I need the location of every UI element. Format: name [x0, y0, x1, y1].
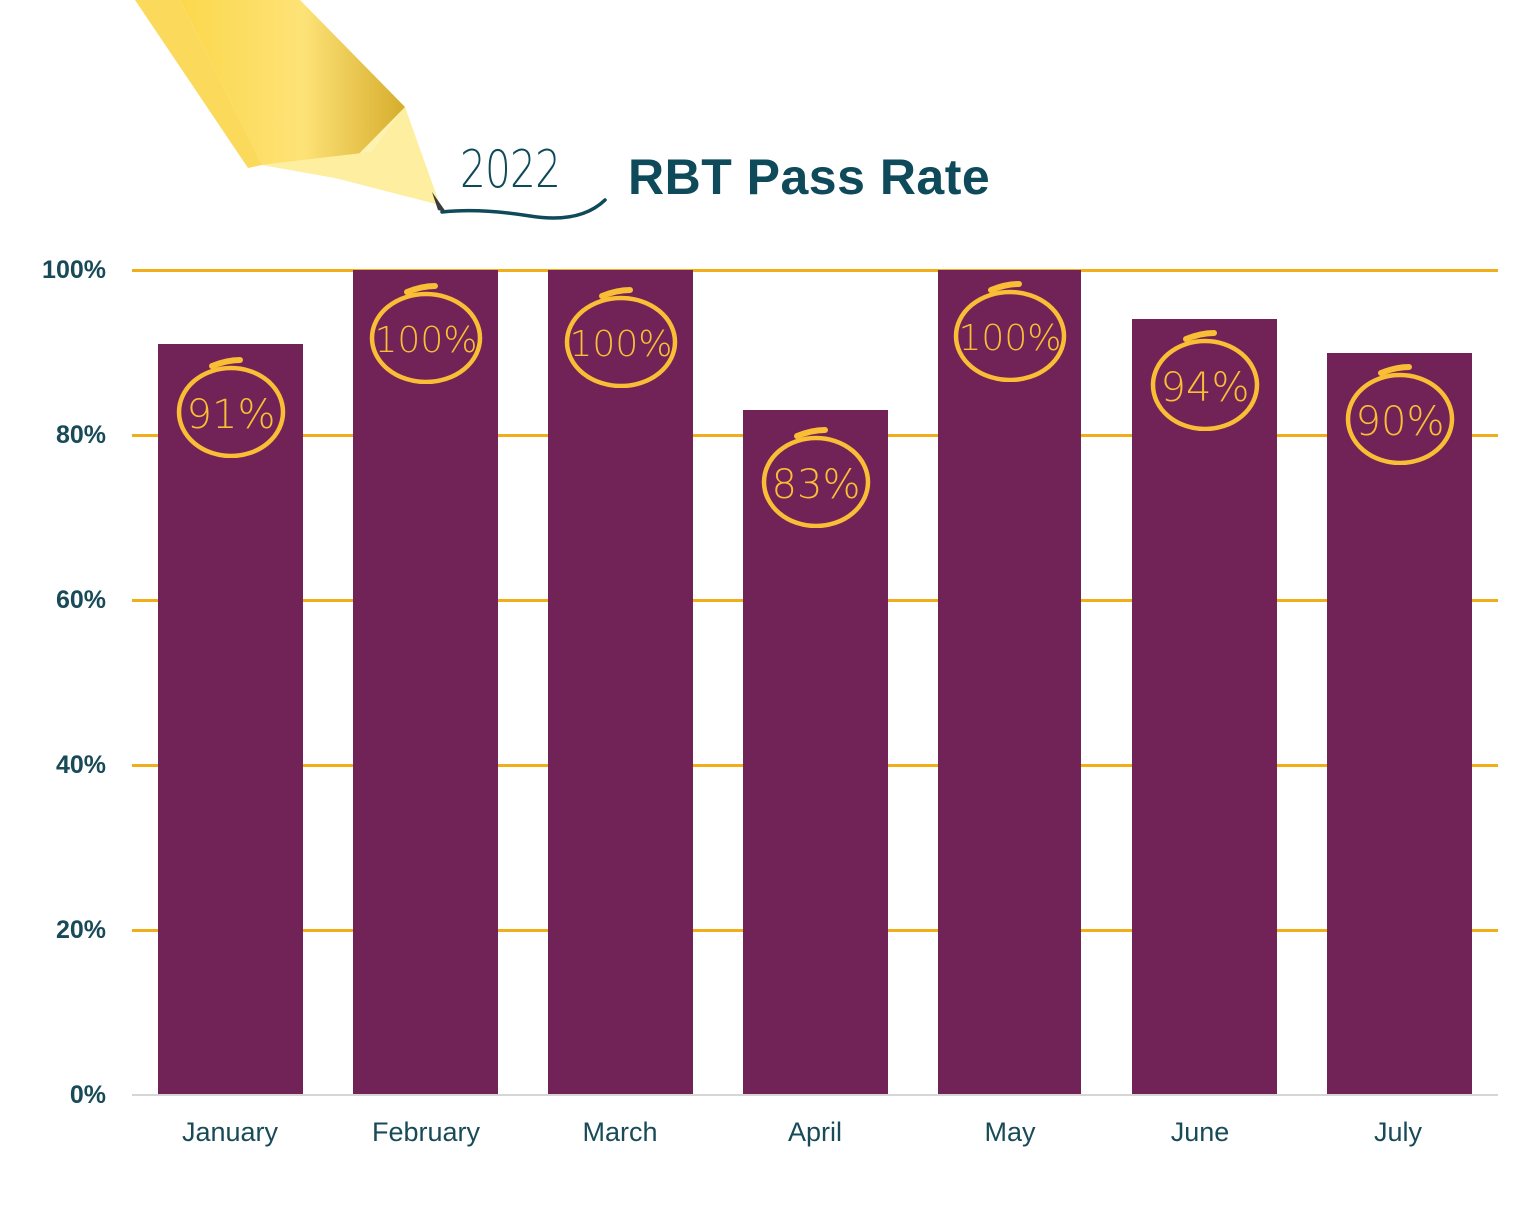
bar-july: 90%: [1327, 353, 1472, 1094]
y-tick-0: 0%: [69, 1081, 106, 1109]
svg-text:90%: 90%: [1355, 399, 1444, 445]
svg-text:91%: 91%: [186, 392, 275, 438]
bar-may: 100%: [938, 270, 1081, 1094]
y-tick-40: 40%: [55, 751, 106, 779]
chart-title-year: 2022: [460, 140, 561, 200]
data-label-circle-icon: 94%: [1150, 330, 1259, 431]
data-label-circle-icon: 90%: [1345, 364, 1454, 465]
svg-text:100%: 100%: [374, 320, 477, 361]
x-label-march: March: [582, 1117, 658, 1147]
y-tick-60: 60%: [55, 586, 106, 614]
data-label-circle-icon: 91%: [176, 357, 285, 458]
x-label-may: May: [984, 1117, 1036, 1147]
bar-april: 83%: [743, 410, 888, 1094]
data-label-circle-icon: 100%: [564, 287, 677, 388]
bar-june: 94%: [1132, 319, 1277, 1094]
bar-march: 100%: [548, 270, 693, 1094]
chart-title-text: RBT Pass Rate: [628, 149, 991, 205]
y-tick-20: 20%: [55, 916, 106, 944]
y-tick-80: 80%: [55, 421, 106, 449]
x-label-june: June: [1170, 1117, 1230, 1147]
x-axis-baseline: [132, 1094, 1498, 1096]
data-label-circle-icon: 100%: [369, 283, 482, 384]
data-label-circle-icon: 100%: [953, 281, 1066, 382]
x-label-february: February: [371, 1117, 481, 1147]
pencil-icon: [135, 0, 448, 213]
svg-text:94%: 94%: [1160, 365, 1249, 411]
x-label-april: April: [787, 1117, 842, 1147]
svg-text:83%: 83%: [771, 462, 860, 508]
svg-text:100%: 100%: [958, 318, 1061, 359]
x-label-january: January: [181, 1117, 279, 1147]
x-label-july: July: [1373, 1117, 1422, 1147]
data-label-circle-icon: 83%: [761, 427, 870, 528]
bar-january: 91%: [158, 344, 303, 1094]
underline-swoosh: [440, 198, 607, 220]
y-tick-100: 100%: [42, 256, 106, 284]
bar-february: 100%: [353, 270, 498, 1094]
gridline-100: [132, 269, 1498, 272]
svg-text:100%: 100%: [569, 324, 672, 365]
